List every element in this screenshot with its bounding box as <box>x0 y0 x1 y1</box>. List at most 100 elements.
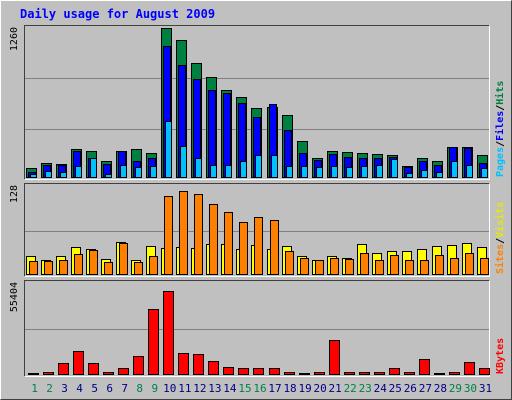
day-label-2: 2 <box>46 382 53 395</box>
day-label-4: 4 <box>76 382 83 395</box>
bar-pages-day-6 <box>105 174 112 178</box>
bar-kbytes-day-26 <box>404 372 415 375</box>
panel-border-light <box>24 25 490 180</box>
bar-files-day-13 <box>208 90 216 178</box>
day-label-30: 30 <box>464 382 477 395</box>
bar-kbytes-day-1 <box>28 373 39 375</box>
bar-sites-day-30 <box>465 253 474 275</box>
legend-entry-kbytes: KBytes <box>495 338 506 374</box>
day-label-6: 6 <box>106 382 113 395</box>
bar-pages-day-18 <box>286 166 293 178</box>
bar-kbytes-day-2 <box>43 372 54 375</box>
bar-kbytes-day-17 <box>269 368 280 375</box>
bar-kbytes-day-7 <box>118 368 129 375</box>
bar-pages-day-3 <box>60 172 67 178</box>
bar-kbytes-day-22 <box>344 372 355 375</box>
bar-pages-day-30 <box>466 165 473 178</box>
day-label-28: 28 <box>434 382 447 395</box>
day-label-31: 31 <box>479 382 492 395</box>
day-label-3: 3 <box>61 382 68 395</box>
bar-sites-day-28 <box>435 255 444 275</box>
day-label-11: 11 <box>178 382 191 395</box>
day-label-18: 18 <box>283 382 296 395</box>
bar-pages-day-9 <box>150 166 157 178</box>
day-label-10: 10 <box>163 382 176 395</box>
day-label-20: 20 <box>314 382 327 395</box>
bar-sites-day-24 <box>375 260 384 275</box>
bar-pages-day-20 <box>316 167 323 178</box>
bar-kbytes-day-3 <box>58 363 69 375</box>
bar-kbytes-day-30 <box>464 362 475 375</box>
day-labels: 1 2 3 4 5 6 7 8 9 10 11 12 13 14 15 16 17 18 19 20 21 22 23 24 2… <box>31 382 492 395</box>
bar-kbytes-day-10 <box>163 291 174 375</box>
legend-entry-files: Files <box>494 111 506 141</box>
bar-sites-day-18 <box>285 251 294 275</box>
bar-sites-day-27 <box>420 260 429 275</box>
bar-pages-day-29 <box>451 161 458 178</box>
series-kbytes <box>28 291 490 375</box>
bar-sites-day-26 <box>405 260 414 275</box>
bar-kbytes-day-11 <box>178 353 189 375</box>
bar-pages-day-31 <box>481 168 488 178</box>
legend-separator: / <box>495 141 506 147</box>
day-label-23: 23 <box>359 382 372 395</box>
bar-kbytes-day-12 <box>193 354 204 375</box>
bar-sites-day-20 <box>315 260 324 275</box>
bar-pages-day-19 <box>301 166 308 178</box>
panel-kbytes: 55404 KBytes <box>9 280 506 377</box>
y-max-label: 128 <box>9 185 20 203</box>
panel-border-dark <box>24 280 490 377</box>
bar-sites-day-10 <box>164 196 173 275</box>
bar-kbytes-day-24 <box>374 372 385 375</box>
bar-kbytes-day-25 <box>389 368 400 375</box>
bar-pages-day-12 <box>195 158 202 178</box>
bar-kbytes-day-8 <box>133 356 144 375</box>
bar-pages-day-7 <box>120 165 127 178</box>
y-max-label: 1260 <box>9 27 20 51</box>
bar-kbytes-day-21 <box>329 340 340 375</box>
bar-kbytes-day-14 <box>223 367 234 375</box>
day-label-7: 7 <box>121 382 128 395</box>
bar-sites-day-21 <box>330 258 339 275</box>
bar-sites-day-14 <box>224 212 233 275</box>
bar-kbytes-day-5 <box>88 363 99 375</box>
bar-kbytes-day-18 <box>284 372 295 375</box>
bar-pages-day-23 <box>361 166 368 178</box>
y-max-label: 55404 <box>9 282 20 312</box>
bar-kbytes-day-27 <box>419 359 430 375</box>
legend-entry-pages: Pages <box>495 147 506 177</box>
bar-sites-day-29 <box>450 258 459 275</box>
panel-border-dark <box>24 25 490 180</box>
day-label-25: 25 <box>389 382 402 395</box>
bar-kbytes-day-13 <box>208 361 219 375</box>
day-label-15: 15 <box>238 382 251 395</box>
legend-entry-visits: Visits <box>494 202 506 238</box>
bar-kbytes-day-20 <box>314 372 325 375</box>
day-label-24: 24 <box>374 382 388 395</box>
series-pages <box>30 121 488 178</box>
bar-pages-day-28 <box>436 172 443 178</box>
day-label-27: 27 <box>419 382 432 395</box>
panel-legend: Pages/Files/Hits <box>494 81 506 177</box>
day-label-5: 5 <box>91 382 98 395</box>
series-sites <box>29 191 489 275</box>
bar-sites-day-25 <box>390 255 399 275</box>
bar-sites-day-6 <box>104 262 113 275</box>
bar-pages-day-21 <box>331 166 338 178</box>
bar-pages-day-15 <box>240 161 247 178</box>
bar-sites-day-19 <box>300 258 309 275</box>
bar-pages-day-11 <box>180 146 187 178</box>
bar-pages-day-14 <box>225 165 232 178</box>
bar-sites-day-15 <box>239 222 248 275</box>
bar-sites-day-5 <box>89 250 98 275</box>
bar-kbytes-day-16 <box>253 368 264 375</box>
legend-entry-hits: Hits <box>494 81 506 105</box>
panel-border-dark <box>24 183 490 277</box>
bar-kbytes-day-19 <box>299 373 310 375</box>
panel-legend: Sites/Visits <box>494 202 506 274</box>
bar-sites-day-12 <box>194 194 203 275</box>
bar-kbytes-day-29 <box>449 372 460 375</box>
bar-kbytes-day-9 <box>148 309 159 375</box>
